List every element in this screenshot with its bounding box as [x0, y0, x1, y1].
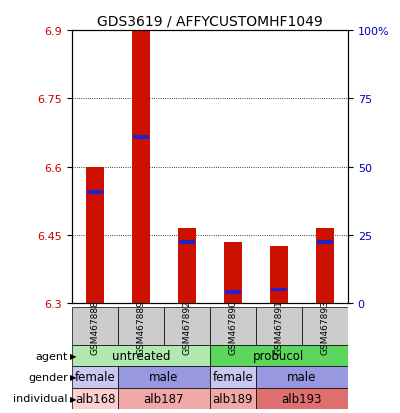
Bar — [179, 240, 195, 244]
Bar — [118, 308, 164, 345]
Bar — [210, 366, 256, 388]
Bar — [210, 345, 348, 366]
Bar — [132, 31, 150, 304]
Text: individual: individual — [14, 393, 68, 403]
Text: probucol: probucol — [253, 349, 305, 362]
Bar — [256, 366, 348, 388]
Bar — [225, 290, 241, 294]
Bar — [72, 366, 118, 388]
Text: female: female — [213, 370, 253, 384]
Bar — [86, 167, 104, 304]
Text: alb168: alb168 — [75, 392, 115, 405]
Bar — [256, 388, 348, 409]
Bar — [270, 247, 288, 304]
Text: GSM467893: GSM467893 — [320, 299, 330, 354]
Bar — [164, 308, 210, 345]
Text: gender: gender — [28, 372, 68, 382]
Bar — [210, 308, 256, 345]
Text: GSM467891: GSM467891 — [274, 299, 284, 354]
Bar — [87, 190, 103, 194]
Text: ▶: ▶ — [70, 373, 76, 382]
Bar — [210, 388, 256, 409]
Bar — [316, 228, 334, 304]
Text: alb189: alb189 — [213, 392, 253, 405]
Text: GSM467888: GSM467888 — [90, 299, 100, 354]
Text: ▶: ▶ — [70, 394, 76, 403]
Bar — [224, 242, 242, 304]
Bar — [118, 388, 210, 409]
Bar — [72, 388, 118, 409]
Bar — [178, 228, 196, 304]
Bar — [271, 288, 287, 292]
Bar — [133, 136, 149, 140]
Bar — [302, 308, 348, 345]
Text: alb187: alb187 — [144, 392, 184, 405]
Text: male: male — [149, 370, 179, 384]
Text: untreated: untreated — [112, 349, 170, 362]
Text: GSM467889: GSM467889 — [136, 299, 146, 354]
Text: ▶: ▶ — [70, 351, 76, 360]
Text: GSM467890: GSM467890 — [228, 299, 238, 354]
Bar — [72, 308, 118, 345]
Bar — [118, 366, 210, 388]
Text: female: female — [75, 370, 115, 384]
Text: male: male — [287, 370, 317, 384]
Bar — [317, 240, 333, 244]
Title: GDS3619 / AFFYCUSTOMHF1049: GDS3619 / AFFYCUSTOMHF1049 — [97, 14, 323, 28]
Text: alb193: alb193 — [282, 392, 322, 405]
Bar — [72, 345, 210, 366]
Text: agent: agent — [36, 351, 68, 361]
Bar — [256, 308, 302, 345]
Text: GSM467892: GSM467892 — [182, 299, 192, 354]
